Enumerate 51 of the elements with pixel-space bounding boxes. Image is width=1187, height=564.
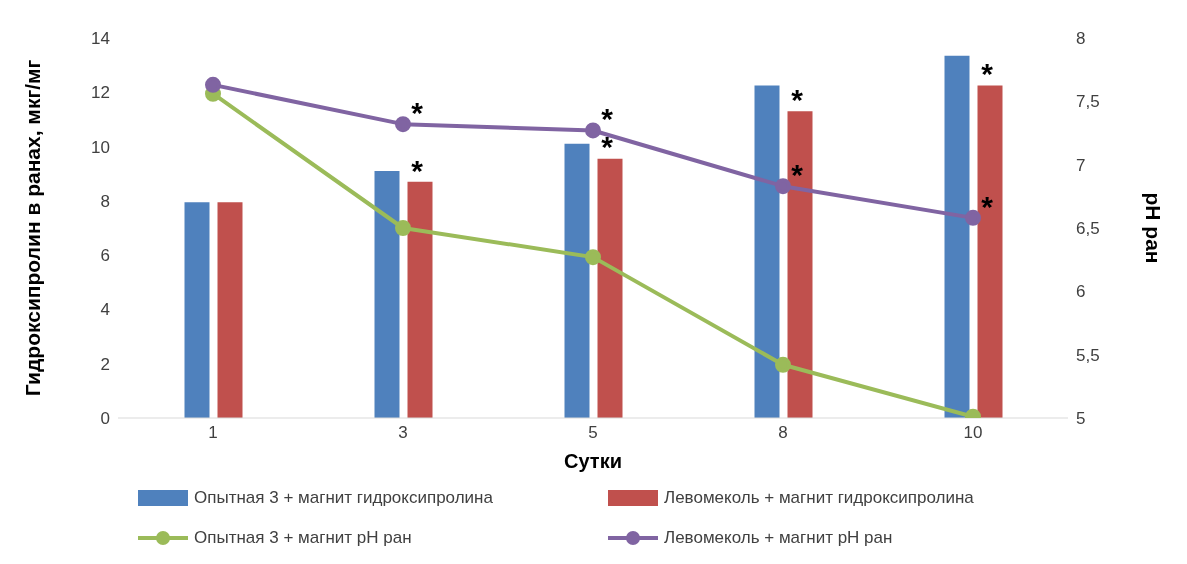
bar <box>597 158 623 418</box>
point <box>775 178 791 195</box>
y2-tick-label: 5 <box>1076 409 1086 429</box>
bar <box>374 171 400 418</box>
annotation: * <box>981 189 994 223</box>
legend-label: Опытная 3 + магнит гидроксипролина <box>194 488 493 508</box>
x-tick-label: 10 <box>963 423 983 443</box>
y-tick-label: 4 <box>100 300 110 320</box>
y2-tick-label: 6 <box>1076 282 1086 302</box>
legend-label: Левомеколь + магнит гидроксипролина <box>664 488 974 508</box>
point <box>395 220 411 236</box>
x-tick-label: 1 <box>208 423 218 443</box>
x-tick-label: 8 <box>778 423 788 443</box>
legend-label: Опытная 3 + магнит pH ран <box>194 528 412 548</box>
y-axis-title: Гидроксипролин в ранах, мкг/мг <box>21 59 45 397</box>
y-tick-label: 0 <box>100 409 110 429</box>
y-tick-label: 14 <box>91 29 110 49</box>
x-tick-label: 3 <box>398 423 408 443</box>
y2-tick-label: 8 <box>1076 29 1086 49</box>
annotation: * <box>411 153 424 187</box>
y2-tick-label: 6,5 <box>1076 219 1100 239</box>
annotation: * <box>791 157 804 191</box>
point <box>395 116 411 133</box>
y-tick-label: 8 <box>100 191 110 211</box>
bar <box>787 111 813 418</box>
bar <box>977 85 1003 418</box>
annotation: * <box>791 82 804 116</box>
point <box>775 356 791 373</box>
bar <box>184 202 210 418</box>
annotation: * <box>981 57 994 91</box>
legend-label: Левомеколь + магнит pH ран <box>664 528 893 548</box>
y-tick-label: 6 <box>100 246 110 266</box>
annotation: * <box>411 95 424 129</box>
bar <box>754 85 780 418</box>
point <box>205 76 221 93</box>
y2-axis-title: pH ран <box>1141 192 1165 264</box>
point <box>585 122 601 139</box>
point <box>585 249 601 266</box>
bar <box>944 55 970 418</box>
bar <box>217 202 243 418</box>
y2-tick-label: 7 <box>1076 155 1086 175</box>
x-axis-title: Сутки <box>564 450 622 472</box>
y-tick-label: 10 <box>91 137 110 157</box>
x-tick-label: 5 <box>588 423 598 443</box>
y-tick-label: 2 <box>100 354 110 374</box>
bar <box>407 181 433 418</box>
y-tick-label: 12 <box>91 83 110 103</box>
y2-tick-label: 5,5 <box>1076 345 1100 365</box>
y2-tick-label: 7,5 <box>1076 92 1100 112</box>
point <box>965 209 981 226</box>
bar <box>564 143 590 418</box>
